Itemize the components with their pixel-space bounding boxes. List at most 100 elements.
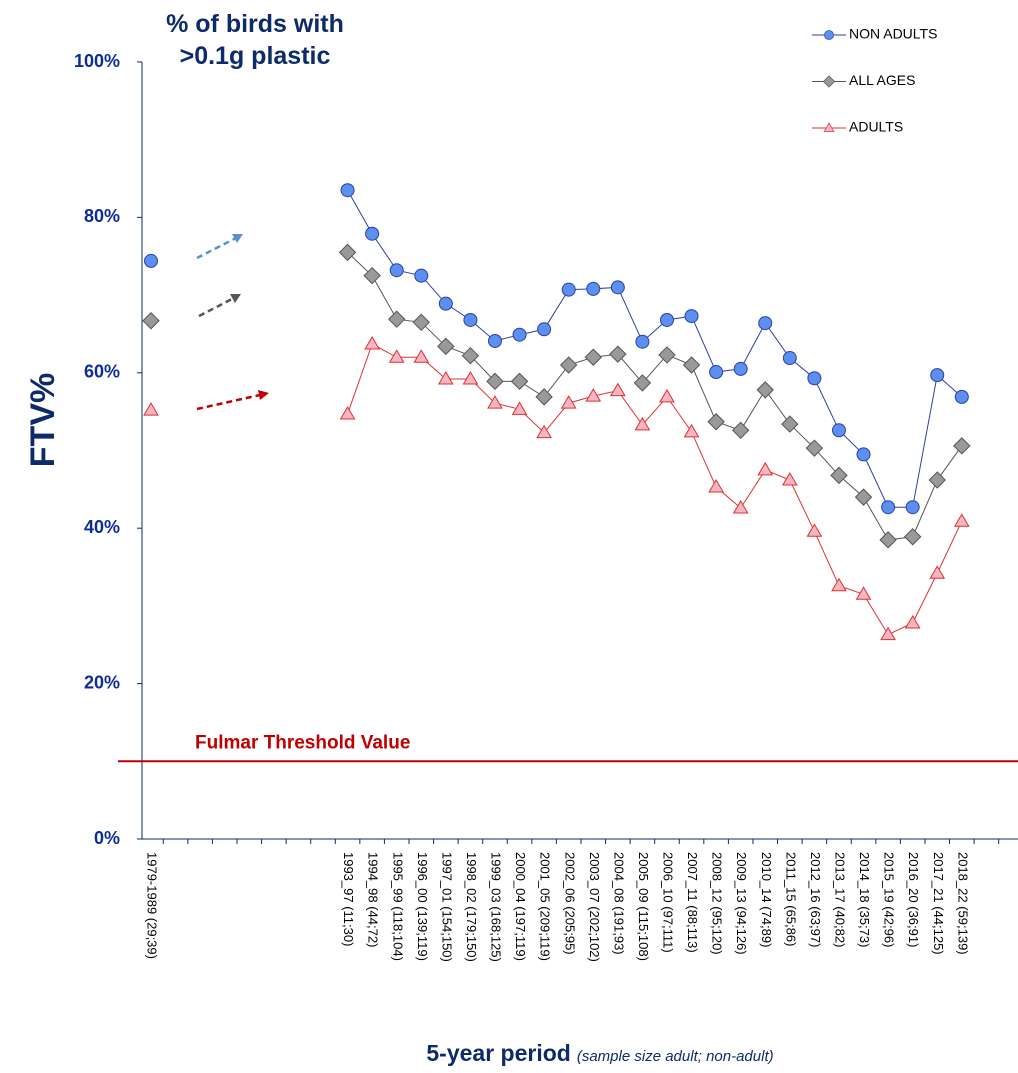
data-point — [535, 388, 553, 406]
data-point — [561, 282, 576, 297]
x-tick-label: 2006_10 (97;111) — [661, 852, 676, 953]
data-point — [510, 372, 529, 391]
data-point — [683, 423, 700, 438]
data-point — [781, 415, 799, 433]
data-point — [412, 313, 430, 332]
data-point — [758, 316, 773, 331]
data-point — [659, 388, 675, 403]
data-point — [709, 365, 724, 380]
x-tick-label: 2007_11 (88;113) — [685, 852, 700, 953]
data-point — [855, 586, 872, 600]
legend-marker — [822, 75, 836, 88]
data-point — [609, 345, 627, 363]
data-point — [340, 183, 355, 198]
x-tick-label: 2010_14 (74;89) — [759, 852, 774, 947]
y-axis-label: FTV% — [24, 373, 62, 467]
data-point — [584, 348, 602, 366]
data-point — [881, 500, 896, 515]
series-line — [347, 343, 963, 636]
legend-label: ALL AGES — [849, 72, 915, 88]
data-point — [635, 334, 650, 349]
legend-marker — [823, 122, 835, 132]
data-point — [953, 437, 971, 455]
data-point — [805, 439, 824, 457]
x-tick-label: 1998_02 (179;150) — [464, 852, 479, 962]
data-point — [387, 310, 406, 328]
data-point — [634, 416, 651, 431]
x-tick-label: 2008_12 (95;120) — [710, 852, 725, 955]
data-point — [586, 281, 601, 296]
x-tick-label: 2003_07 (202;102) — [587, 852, 602, 962]
data-point — [930, 368, 945, 383]
x-tick-label: 2018_22 (59;139) — [955, 852, 970, 955]
data-point — [731, 421, 750, 440]
x-tick-label: 1979-1989 (29;39) — [145, 852, 160, 959]
data-point — [364, 336, 381, 350]
data-point — [414, 268, 429, 283]
data-point — [830, 466, 848, 485]
data-point — [757, 461, 774, 476]
data-point — [609, 382, 626, 397]
data-point — [610, 280, 625, 295]
data-point — [142, 312, 160, 330]
data-point — [388, 349, 405, 363]
x-tick-label: 2012_16 (63;97) — [808, 852, 823, 947]
data-point — [905, 500, 920, 515]
data-point — [733, 361, 748, 376]
data-point — [560, 395, 577, 409]
data-point — [144, 253, 158, 268]
data-point — [880, 626, 896, 641]
x-tick-label: 1995_99 (118;104) — [390, 852, 405, 961]
data-point — [707, 413, 725, 431]
data-point — [682, 356, 701, 374]
x-tick-label: 2016_20 (36;91) — [906, 852, 921, 947]
data-point — [756, 381, 774, 399]
y-tick-label: 20% — [84, 672, 120, 692]
data-point — [486, 372, 504, 391]
data-point — [732, 500, 749, 514]
data-point — [806, 523, 823, 537]
y-tick-label: 40% — [84, 517, 120, 537]
data-point — [462, 371, 479, 385]
legend-marker — [824, 30, 834, 40]
x-tick-label: 2009_13 (94;126) — [734, 852, 749, 955]
threshold-label: Fulmar Threshold Value — [195, 732, 410, 753]
data-point — [879, 531, 897, 549]
data-point — [954, 389, 969, 404]
arrows — [196, 234, 269, 411]
data-point — [708, 479, 724, 493]
data-point — [537, 322, 552, 337]
data-point — [437, 337, 455, 356]
y-tick-label: 60% — [84, 362, 120, 382]
x-tick-label: 2017_21 (44;125) — [931, 852, 946, 955]
x-tick-label: 2011_15 (65;86) — [783, 852, 798, 946]
data-point — [807, 371, 822, 386]
data-point — [363, 266, 381, 285]
data-point — [831, 577, 847, 592]
x-tick-label: 2014_18 (35;73) — [857, 852, 872, 947]
x-axis-label: 5-year period — [426, 1040, 570, 1066]
data-point — [585, 388, 602, 402]
data-point — [928, 471, 946, 489]
data-point — [684, 309, 699, 324]
data-point — [413, 349, 430, 363]
data-point — [782, 351, 797, 366]
data-point — [511, 401, 528, 415]
x-tick-label: 1997_01 (154;150) — [439, 852, 454, 962]
data-point — [438, 296, 453, 311]
data-point — [904, 615, 921, 629]
x-axis-note: (sample size adult; non-adult) — [577, 1048, 774, 1065]
data-point — [461, 346, 480, 365]
data-point — [437, 371, 454, 385]
x-tick-label: 1993_97 (11;30) — [341, 852, 356, 946]
data-point — [487, 333, 502, 348]
data-point — [633, 374, 652, 392]
data-point — [856, 447, 871, 462]
data-point — [929, 565, 946, 579]
data-point — [953, 513, 970, 527]
data-point — [831, 423, 846, 438]
x-tick-label: 1999_03 (168;125) — [489, 852, 504, 962]
data-point — [658, 346, 676, 364]
